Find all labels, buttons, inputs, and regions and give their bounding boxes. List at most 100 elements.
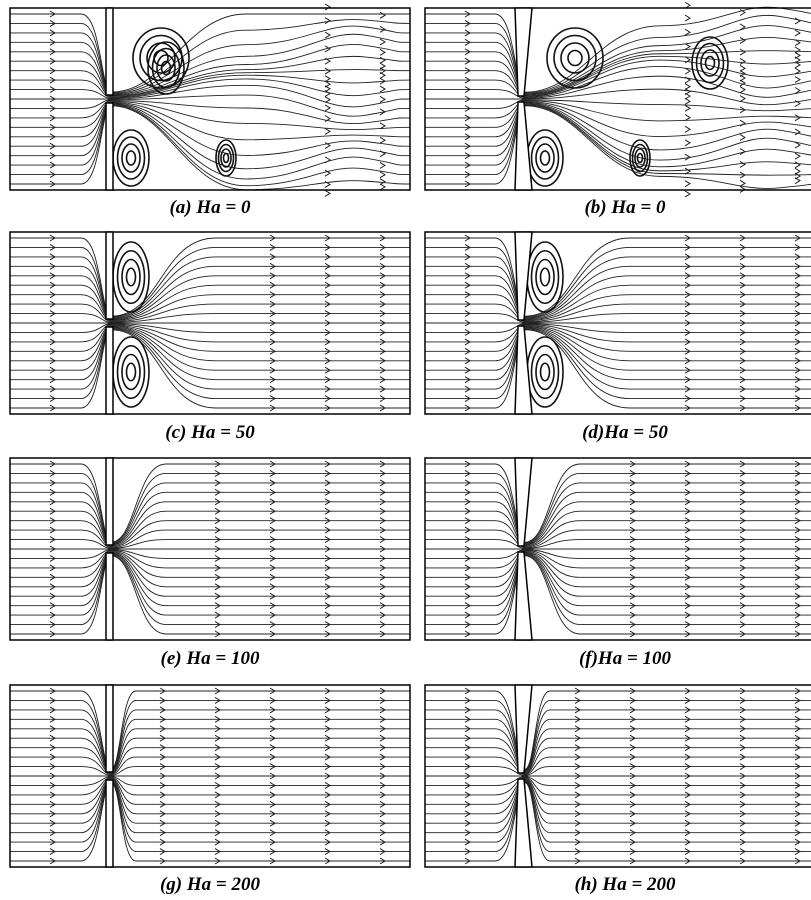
arrowhead	[159, 791, 166, 799]
arrowhead	[379, 838, 386, 846]
streamline	[425, 99, 811, 112]
arrowhead	[684, 366, 691, 374]
vortex	[151, 47, 181, 89]
arrowhead	[684, 272, 691, 280]
streamline	[10, 327, 410, 381]
vortex	[539, 362, 551, 382]
arrowhead	[739, 479, 746, 487]
arrowhead	[684, 97, 691, 105]
arrowhead	[739, 74, 746, 82]
vortex	[112, 336, 150, 408]
arrowhead	[324, 517, 331, 525]
arrowhead	[324, 545, 331, 553]
arrowhead	[684, 507, 691, 515]
arrowhead	[684, 385, 691, 393]
panel-border	[424, 231, 811, 415]
arrowhead	[324, 376, 331, 384]
arrowhead	[269, 272, 276, 280]
arrowhead	[464, 706, 471, 714]
arrowhead	[49, 76, 56, 84]
arrowhead	[794, 376, 801, 384]
arrowhead	[794, 498, 801, 506]
arrowhead	[214, 564, 221, 572]
arrowhead	[324, 763, 331, 770]
arrowhead	[269, 291, 276, 299]
arrowhead	[794, 734, 801, 742]
arrowhead	[464, 133, 471, 141]
arrowhead	[49, 338, 56, 346]
arrowhead	[269, 262, 276, 270]
arrowhead	[629, 592, 636, 600]
arrowhead	[464, 10, 471, 18]
arrowhead	[269, 545, 276, 553]
arrowhead	[464, 29, 471, 37]
arrowhead	[49, 460, 56, 468]
arrowhead	[269, 763, 276, 770]
streamline	[10, 19, 411, 94]
streamline	[10, 33, 411, 95]
arrowhead	[794, 800, 801, 808]
arrowhead	[379, 753, 386, 761]
arrowhead	[684, 621, 691, 628]
baffle	[514, 325, 533, 415]
arrowhead	[324, 142, 331, 149]
arrowhead	[464, 366, 471, 374]
arrowhead	[739, 810, 746, 818]
arrowhead	[794, 810, 801, 818]
arrowhead	[379, 122, 386, 130]
arrowhead	[49, 687, 56, 695]
arrowhead	[464, 592, 471, 600]
arrowhead	[269, 706, 276, 714]
arrowhead	[464, 630, 471, 638]
arrowhead	[739, 687, 746, 695]
arrowhead	[464, 715, 471, 723]
arrowhead	[269, 470, 276, 477]
arrowhead	[684, 104, 691, 112]
arrowhead	[324, 45, 331, 53]
arrowhead	[49, 366, 56, 374]
arrowhead	[49, 20, 56, 27]
arrowhead	[49, 545, 56, 553]
arrowhead	[739, 564, 746, 572]
arrowhead	[324, 357, 331, 365]
arrowhead	[159, 687, 166, 695]
streamline	[10, 699, 410, 771]
arrowhead	[629, 706, 636, 714]
arrowhead	[739, 592, 746, 600]
arrowhead	[379, 77, 386, 85]
arrowhead	[739, 460, 746, 468]
arrowhead	[684, 630, 691, 638]
vortex	[116, 136, 146, 180]
streamline	[10, 78, 411, 99]
arrowhead	[794, 725, 801, 733]
arrowhead	[324, 507, 331, 515]
streamline	[10, 779, 410, 824]
streamline	[425, 779, 811, 824]
arrowhead	[324, 329, 331, 336]
arrowhead	[464, 763, 471, 770]
arrowhead	[794, 621, 801, 628]
arrowhead	[684, 190, 691, 198]
arrowhead	[214, 800, 221, 808]
streamline	[425, 25, 811, 95]
arrowhead	[49, 67, 56, 75]
arrowhead	[379, 310, 386, 317]
arrowhead	[214, 526, 221, 534]
arrowhead	[794, 310, 801, 317]
vortex	[121, 353, 141, 391]
arrowhead	[214, 857, 221, 865]
arrowhead	[794, 234, 801, 242]
arrowhead	[49, 526, 56, 534]
arrowhead	[269, 234, 276, 242]
arrowhead	[269, 573, 276, 581]
arrowhead	[269, 829, 276, 837]
vortex	[147, 41, 185, 95]
arrowhead	[684, 611, 691, 619]
arrowhead	[324, 104, 331, 112]
arrowhead	[49, 697, 56, 704]
arrowhead	[379, 262, 386, 270]
vortex	[132, 27, 190, 89]
arrowhead	[684, 28, 691, 36]
arrowhead	[379, 810, 386, 818]
streamline	[10, 323, 410, 333]
